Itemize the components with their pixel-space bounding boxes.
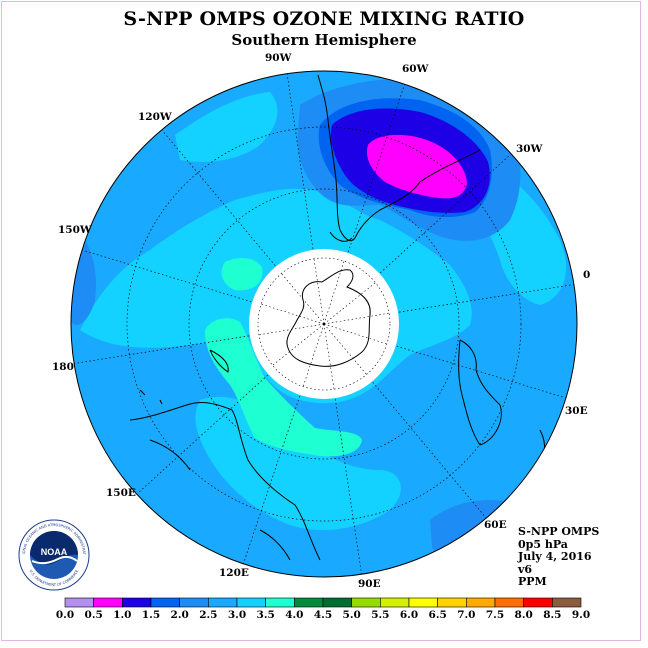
colorbar-tick-label: 6.0 (400, 609, 418, 621)
info-level: 0p5 hPa (518, 537, 568, 551)
noaa-logo: NOAA NATIONAL OCEANIC AND ATMOSPHERIC AD… (18, 519, 90, 591)
band-3p5-south (195, 396, 401, 530)
figure-frame (1, 1, 641, 641)
colorbar-segment (122, 597, 152, 608)
polar-graticule (257, 257, 391, 391)
colorbar-tick-label: 3.5 (257, 609, 275, 621)
label-120w: 120W (138, 111, 172, 123)
info-version: v6 (518, 562, 533, 576)
colorbar-segment (494, 597, 524, 608)
colorbar-tick-label: 1.0 (113, 609, 131, 621)
antarctica-coastline (286, 269, 371, 367)
band-3p5-north (175, 92, 278, 162)
label-150e: 150E (106, 487, 136, 499)
colorbar-tick-label: 0.0 (56, 609, 74, 621)
colorbar: 0.0 0.5 1.0 1.5 2.0 2.5 3.0 3.5 4.0 4.5 5.0 5.5 6.0 6… (56, 597, 590, 621)
noaa-logo-text: NOAA (41, 547, 68, 557)
colorbar-tick-label: 2.5 (199, 609, 217, 621)
product-info: S-NPP OMPS 0p5 hPa July 4, 2016 v6 PPM (518, 525, 600, 589)
meridians (71, 72, 577, 577)
colorbar-segment (294, 597, 324, 608)
south-pole-dot (322, 322, 326, 326)
colorbar-tick-label: 7.5 (486, 609, 504, 621)
colorbar-segment (236, 597, 266, 608)
band-4p0-b (205, 318, 362, 457)
band-4p0-a (221, 258, 263, 291)
colorbar-segment (150, 597, 180, 608)
label-30w: 30W (516, 143, 543, 155)
colorbar-segment (552, 597, 582, 608)
label-120e: 120E (219, 567, 249, 579)
colorbar-tick-label: 0.5 (85, 609, 103, 621)
colorbar-segment (208, 597, 238, 608)
colorbar-tick-label: 4.0 (285, 609, 303, 621)
colorbar-segment (265, 597, 295, 608)
label-0: 0 (583, 269, 590, 281)
colorbar-tick-label: 5.0 (343, 609, 361, 621)
colorbar-tick-label: 9.0 (572, 609, 590, 621)
colorbar-segment (523, 597, 553, 608)
colorbar-segment (408, 597, 438, 608)
label-150w: 150W (58, 224, 92, 236)
colorbar-tick-label: 8.0 (515, 609, 533, 621)
colorbar-segment (64, 597, 94, 608)
label-60w: 60W (402, 63, 429, 75)
label-60e: 60E (484, 519, 507, 531)
info-units: PPM (518, 575, 547, 588)
colorbar-tick-label: 4.5 (314, 609, 332, 621)
band-1p0 (366, 134, 467, 199)
label-90w: 90W (265, 52, 292, 64)
colorbar-segment (380, 597, 410, 608)
colorbar-tick-label: 6.5 (429, 609, 447, 621)
colorbar-tick-label: 1.5 (142, 609, 160, 621)
page-subtitle: Southern Hemisphere (231, 31, 417, 49)
colorbar-tick-label: 8.5 (543, 609, 561, 621)
colorbar-segment (437, 597, 467, 608)
map-outline (70, 70, 578, 578)
info-date: July 4, 2016 (518, 550, 592, 563)
colorbar-segment (466, 597, 496, 608)
colorbar-tick-label: 3.0 (228, 609, 246, 621)
colorbar-tick-label: 5.5 (371, 609, 389, 621)
colorbar-segment (351, 597, 381, 608)
label-90e: 90E (358, 578, 381, 590)
label-30e: 30E (565, 405, 588, 417)
colorbar-segment (93, 597, 123, 608)
colorbar-segment (322, 597, 352, 608)
longitude-labels: 90W 60W 120W 30W 150W 0 180 30E 150E 60E… (52, 52, 590, 590)
colorbar-tick-label: 7.0 (457, 609, 475, 621)
colorbar-segment (179, 597, 209, 608)
info-instrument: S-NPP OMPS (518, 525, 600, 538)
label-180: 180 (52, 361, 74, 373)
page-title: S-NPP OMPS OZONE MIXING RATIO (123, 8, 525, 30)
colorbar-tick-label: 2.0 (171, 609, 189, 621)
